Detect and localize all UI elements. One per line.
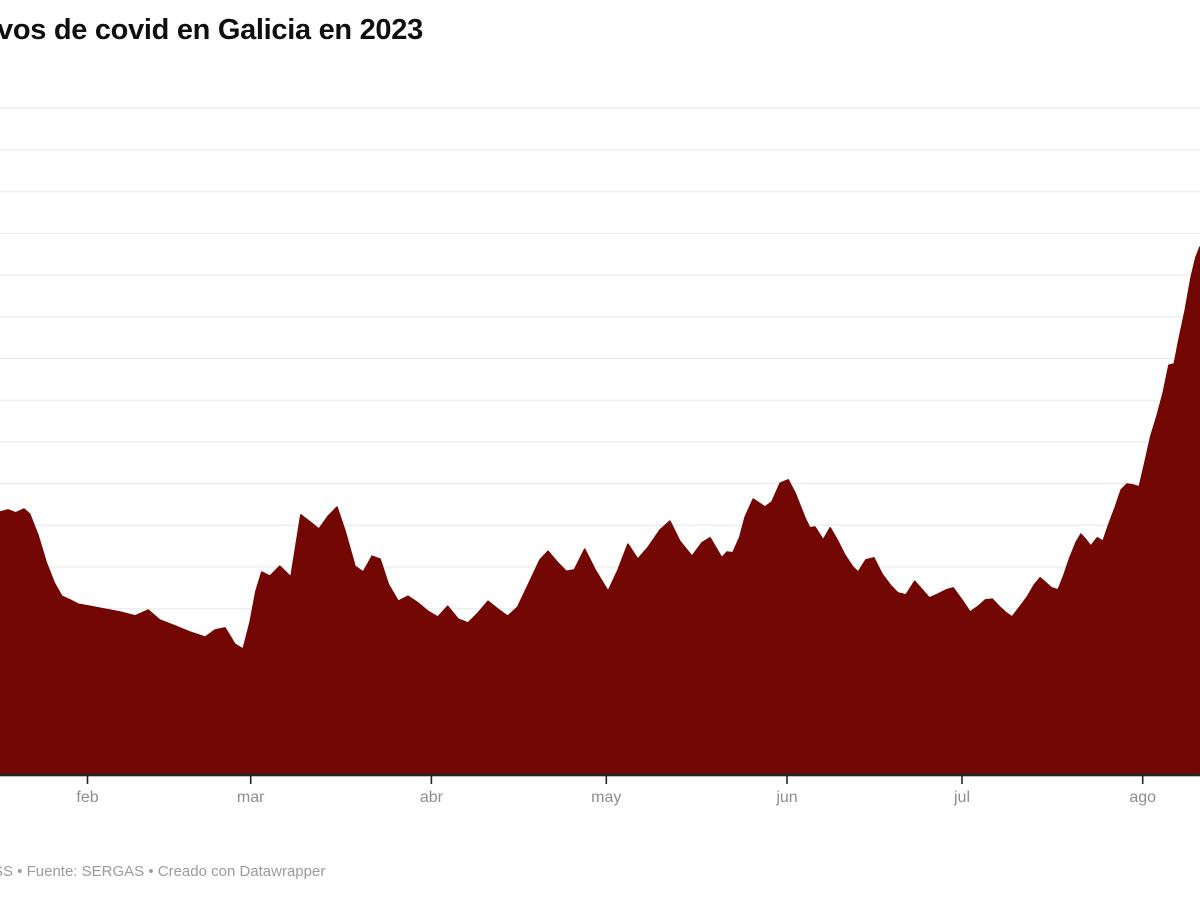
chart-footer-attribution: SS • Fuente: SERGAS • Creado con Datawra…	[0, 863, 326, 880]
x-axis-baseline	[0, 773, 1200, 777]
chart-title: vos de covid en Galicia en 2023	[0, 14, 423, 46]
covid-cases-area-series	[0, 246, 1200, 777]
